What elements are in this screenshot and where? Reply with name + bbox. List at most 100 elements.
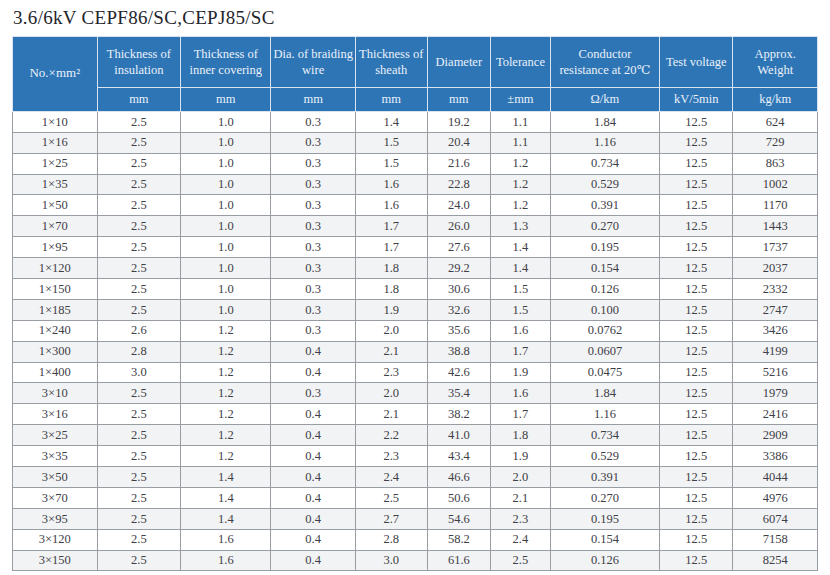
table-cell: 3.0 bbox=[97, 362, 181, 383]
cell-size: 3×50 bbox=[13, 467, 98, 488]
table-cell: 1.2 bbox=[491, 195, 551, 216]
table-cell: 1.5 bbox=[491, 299, 551, 320]
table-cell: 26.0 bbox=[427, 216, 491, 237]
table-cell: 0.154 bbox=[550, 258, 659, 279]
cell-size: 3×25 bbox=[13, 425, 98, 446]
table-body: 1×102.51.00.31.419.21.11.8412.56241×162.… bbox=[13, 111, 818, 571]
table-cell: 1.6 bbox=[491, 383, 551, 404]
table-cell: 0.100 bbox=[550, 299, 659, 320]
table-cell: 12.5 bbox=[660, 467, 733, 488]
table-cell: 1.16 bbox=[550, 132, 659, 153]
table-cell: 2.5 bbox=[97, 467, 181, 488]
table-cell: 1.5 bbox=[355, 132, 427, 153]
table-cell: 1.8 bbox=[355, 279, 427, 300]
table-cell: 2.4 bbox=[355, 467, 427, 488]
table-row: 3×952.51.40.42.754.62.30.19512.56074 bbox=[13, 508, 818, 529]
table-cell: 12.5 bbox=[660, 258, 733, 279]
table-row: 1×1502.51.00.31.830.61.50.12612.52332 bbox=[13, 279, 818, 300]
table-cell: 1.1 bbox=[491, 111, 551, 132]
table-cell: 2.7 bbox=[355, 508, 427, 529]
table-cell: 12.5 bbox=[660, 279, 733, 300]
table-cell: 2.5 bbox=[97, 446, 181, 467]
cell-size: 1×35 bbox=[13, 174, 98, 195]
table-cell: 0.0762 bbox=[550, 320, 659, 341]
table-cell: 1.9 bbox=[491, 446, 551, 467]
column-unit: mm bbox=[97, 87, 181, 111]
table-cell: 1.2 bbox=[491, 153, 551, 174]
table-cell: 1.2 bbox=[181, 425, 271, 446]
table-cell: 1.8 bbox=[491, 425, 551, 446]
table-cell: 21.6 bbox=[427, 153, 491, 174]
table-row: 1×3002.81.20.42.138.81.70.060712.54199 bbox=[13, 341, 818, 362]
table-cell: 1.4 bbox=[491, 237, 551, 258]
table-cell: 3.0 bbox=[355, 550, 427, 571]
table-cell: 1.2 bbox=[181, 383, 271, 404]
table-cell: 12.5 bbox=[660, 216, 733, 237]
table-cell: 1.2 bbox=[181, 320, 271, 341]
table-cell: 12.5 bbox=[660, 132, 733, 153]
table-cell: 3386 bbox=[733, 446, 818, 467]
cell-size: 1×150 bbox=[13, 279, 98, 300]
table-cell: 1.0 bbox=[181, 132, 271, 153]
table-row: 1×1202.51.00.31.829.21.40.15412.52037 bbox=[13, 258, 818, 279]
table-cell: 0.3 bbox=[271, 299, 356, 320]
table-cell: 2747 bbox=[733, 299, 818, 320]
table-cell: 2.5 bbox=[97, 195, 181, 216]
table-cell: 1.0 bbox=[181, 153, 271, 174]
cell-size: 1×300 bbox=[13, 341, 98, 362]
table-cell: 1979 bbox=[733, 383, 818, 404]
table-cell: 38.8 bbox=[427, 341, 491, 362]
table-cell: 1.7 bbox=[491, 404, 551, 425]
table-row: 3×102.51.20.32.035.41.61.8412.51979 bbox=[13, 383, 818, 404]
column-header: Test voltage bbox=[660, 36, 733, 87]
table-row: 3×162.51.20.42.138.21.71.1612.52416 bbox=[13, 404, 818, 425]
cell-size: 3×70 bbox=[13, 487, 98, 508]
table-cell: 1443 bbox=[733, 216, 818, 237]
table-cell: 2.5 bbox=[97, 425, 181, 446]
table-row: 1×1852.51.00.31.932.61.50.10012.52747 bbox=[13, 299, 818, 320]
column-header: Thickness of insulation bbox=[97, 36, 181, 87]
column-unit: kV/5min bbox=[660, 87, 733, 111]
table-cell: 0.3 bbox=[271, 237, 356, 258]
table-cell: 0.4 bbox=[271, 487, 356, 508]
table-cell: 12.5 bbox=[660, 529, 733, 550]
column-header: Thickness of sheath bbox=[355, 36, 427, 87]
table-cell: 0.3 bbox=[271, 111, 356, 132]
column-unit: mm bbox=[181, 87, 271, 111]
table-cell: 24.0 bbox=[427, 195, 491, 216]
table-cell: 2.5 bbox=[97, 258, 181, 279]
table-cell: 1.4 bbox=[181, 467, 271, 488]
table-cell: 2.5 bbox=[97, 153, 181, 174]
column-header: No.×mm² bbox=[13, 36, 98, 111]
column-unit: kg/km bbox=[733, 87, 818, 111]
table-cell: 1.5 bbox=[355, 153, 427, 174]
table-row: 3×1202.51.60.42.858.22.40.15412.57158 bbox=[13, 529, 818, 550]
table-cell: 1.7 bbox=[491, 341, 551, 362]
table-cell: 1.0 bbox=[181, 111, 271, 132]
table-cell: 27.6 bbox=[427, 237, 491, 258]
table-cell: 12.5 bbox=[660, 111, 733, 132]
table-cell: 61.6 bbox=[427, 550, 491, 571]
table-cell: 29.2 bbox=[427, 258, 491, 279]
table-cell: 4199 bbox=[733, 341, 818, 362]
table-row: 1×162.51.00.31.520.41.11.1612.5729 bbox=[13, 132, 818, 153]
table-cell: 2.5 bbox=[97, 216, 181, 237]
cell-size: 1×10 bbox=[13, 111, 98, 132]
table-cell: 46.6 bbox=[427, 467, 491, 488]
table-cell: 12.5 bbox=[660, 237, 733, 258]
table-row: 3×352.51.20.42.343.41.90.52912.53386 bbox=[13, 446, 818, 467]
table-cell: 2.8 bbox=[355, 529, 427, 550]
table-cell: 22.8 bbox=[427, 174, 491, 195]
table-cell: 7158 bbox=[733, 529, 818, 550]
table-row: 3×502.51.40.42.446.62.00.39112.54044 bbox=[13, 467, 818, 488]
table-cell: 12.5 bbox=[660, 320, 733, 341]
column-header: Conductor resistance at 20℃ bbox=[550, 36, 659, 87]
table-cell: 2.5 bbox=[97, 299, 181, 320]
table-cell: 1002 bbox=[733, 174, 818, 195]
table-cell: 0.3 bbox=[271, 174, 356, 195]
table-cell: 1.0 bbox=[181, 174, 271, 195]
table-cell: 2.0 bbox=[491, 467, 551, 488]
table-cell: 0.4 bbox=[271, 467, 356, 488]
table-cell: 2.0 bbox=[355, 383, 427, 404]
table-cell: 3426 bbox=[733, 320, 818, 341]
